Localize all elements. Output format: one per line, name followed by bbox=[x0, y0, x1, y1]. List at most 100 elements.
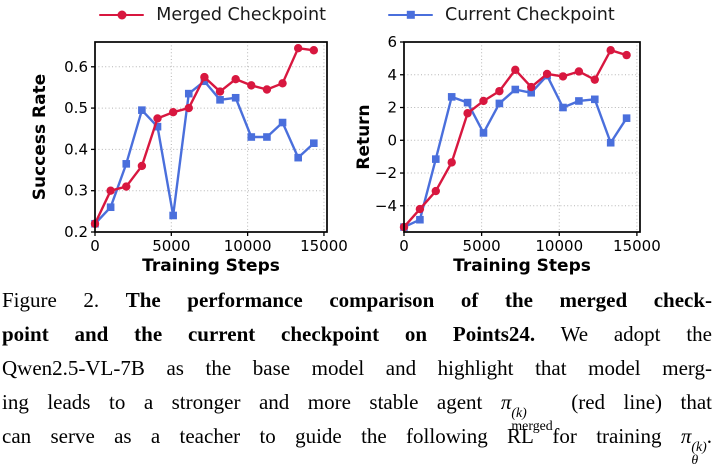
merged-point bbox=[309, 46, 319, 55]
merged-point bbox=[431, 186, 440, 196]
current-point bbox=[559, 103, 567, 112]
x-tick-label: 0 bbox=[90, 237, 100, 255]
current-point bbox=[138, 106, 146, 114]
merged-point bbox=[293, 43, 303, 53]
current-point bbox=[294, 153, 302, 162]
merged-point bbox=[590, 75, 599, 84]
legend-item-current-checkpoint: Current Checkpoint bbox=[388, 5, 615, 25]
merged-point bbox=[574, 67, 584, 76]
current-series bbox=[400, 71, 631, 231]
x-axis-label: Training Steps bbox=[142, 256, 280, 276]
x-tick-label: 10000 bbox=[224, 237, 272, 255]
current-point bbox=[527, 88, 535, 97]
x-tick-label: 5000 bbox=[463, 237, 501, 255]
merged-point bbox=[526, 82, 536, 92]
figure-label: Figure 2. bbox=[2, 288, 100, 312]
x-axis-label: Training Steps bbox=[453, 256, 591, 276]
caption-line-4: ing leads to a stronger and more stable … bbox=[2, 390, 712, 434]
current-point bbox=[278, 118, 287, 127]
merged-point bbox=[558, 72, 568, 81]
current-point bbox=[495, 99, 504, 108]
current-point bbox=[590, 95, 599, 104]
y-tick-label: 0.5 bbox=[64, 99, 88, 117]
pi-merged-math: π (k) merged bbox=[500, 390, 553, 434]
caption-line-3: Qwen2.5-VL-7B as the base model and high… bbox=[2, 356, 712, 380]
x-tick-label: 15000 bbox=[300, 237, 348, 255]
current-point bbox=[463, 98, 472, 107]
y-tick-label: 6 bbox=[387, 33, 397, 51]
current-line-sample bbox=[388, 10, 433, 20]
legend-item-merged-checkpoint: Merged Checkpoint bbox=[99, 5, 326, 25]
y-tick-label: 0 bbox=[387, 131, 397, 149]
merged-point bbox=[463, 109, 472, 118]
current-point bbox=[479, 129, 488, 137]
y-tick-label: 0.2 bbox=[64, 223, 88, 241]
circle-marker-icon bbox=[117, 10, 127, 20]
pi-theta-math: π (k) θ. bbox=[680, 424, 713, 466]
merged-series bbox=[399, 45, 631, 232]
current-series bbox=[91, 77, 318, 228]
merged-point bbox=[606, 45, 615, 55]
current-point bbox=[416, 215, 424, 224]
current-point bbox=[310, 139, 318, 147]
x-tick-label: 5000 bbox=[152, 237, 190, 255]
x-tick-label: 15000 bbox=[613, 237, 661, 255]
y-tick-label: 2 bbox=[387, 99, 397, 117]
figure-caption: Figure 2. The performance comparison of … bbox=[2, 283, 713, 466]
merged-point bbox=[262, 85, 272, 94]
merged-point bbox=[106, 186, 115, 195]
merged-point bbox=[495, 86, 504, 96]
current-point bbox=[216, 96, 224, 104]
y-axis-label: Success Rate bbox=[30, 74, 50, 200]
chart-legend: Merged Checkpoint Current Checkpoint bbox=[0, 5, 714, 25]
merged-point bbox=[184, 103, 193, 113]
merged-point bbox=[542, 69, 552, 79]
merged-point bbox=[153, 114, 162, 123]
current-line bbox=[94, 80, 315, 225]
current-point bbox=[231, 93, 240, 102]
y-tick-label: 0.3 bbox=[64, 182, 88, 200]
merged-point bbox=[200, 72, 209, 82]
current-point bbox=[184, 89, 193, 98]
merged-point bbox=[511, 65, 520, 75]
merged-point bbox=[247, 81, 256, 90]
y-tick-label: 0.6 bbox=[64, 58, 88, 76]
y-tick-label: −4 bbox=[375, 197, 397, 215]
square-marker-icon bbox=[406, 10, 415, 20]
caption-line-1: Figure 2. The performance comparison of … bbox=[2, 288, 713, 312]
current-point bbox=[263, 133, 271, 141]
current-point bbox=[431, 155, 440, 163]
success-rate-chart: 0 5000 10000 15000 0.2 0.3 0.4 0.5 0.6 Training S… bbox=[30, 41, 348, 276]
merged-point bbox=[447, 158, 456, 167]
x-tick-label: 0 bbox=[399, 237, 409, 255]
current-point bbox=[169, 211, 177, 220]
current-point bbox=[106, 203, 115, 212]
merged-point bbox=[415, 204, 425, 214]
merged-point bbox=[278, 79, 287, 88]
y-tick-label: 4 bbox=[387, 66, 397, 84]
current-point bbox=[122, 160, 131, 168]
merged-point bbox=[137, 161, 147, 171]
merged-point bbox=[215, 87, 225, 96]
y-tick-label: 0.4 bbox=[64, 140, 88, 158]
current-point bbox=[511, 85, 520, 94]
merged-point bbox=[479, 96, 488, 106]
return-chart: 0 5000 10000 15000 −4 −2 0 2 4 6 Training Steps Ret… bbox=[354, 33, 661, 276]
current-point bbox=[575, 97, 583, 105]
legend-label-current: Current Checkpoint bbox=[445, 5, 615, 25]
caption-line-2: point and the current checkpoint on Poin… bbox=[2, 322, 712, 346]
y-axis-label: Return bbox=[354, 104, 374, 169]
merged-line-sample bbox=[99, 10, 145, 20]
current-point bbox=[622, 114, 631, 122]
legend-label-merged: Merged Checkpoint bbox=[156, 5, 326, 25]
merged-point bbox=[622, 50, 631, 60]
current-point bbox=[153, 122, 162, 131]
caption-line-5: can serve as a teacher to guide the foll… bbox=[2, 424, 713, 466]
merged-point bbox=[122, 182, 131, 191]
merged-point bbox=[168, 108, 178, 117]
current-point bbox=[247, 133, 256, 141]
merged-series bbox=[90, 43, 319, 228]
current-point bbox=[447, 93, 456, 101]
y-tick-label: −2 bbox=[375, 164, 397, 182]
